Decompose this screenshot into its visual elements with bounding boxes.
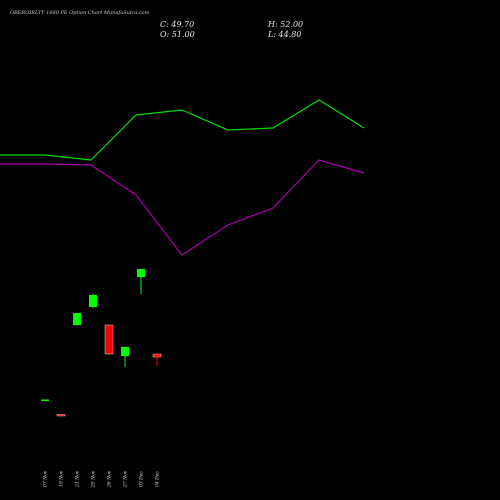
x-tick-label: 25 Nov [91,470,97,488]
x-tick-label: 26 Nov [107,470,113,488]
candle-body [73,313,81,325]
low-value: L: 44.80 [268,30,302,39]
x-tick-label: 21 Nov [75,470,81,488]
chart-title: OBEROIRLTY 1680 PE Option Chart MunafaSu… [10,10,150,16]
x-tick-label: 04 Dec [155,471,161,487]
x-tick-label: 19 Nov [59,470,65,487]
open-value: O: 51.00 [160,30,195,39]
upper-line-series [0,99,365,161]
x-tick-label: 07 Nov [43,470,49,487]
x-tick-label: 27 Nov [123,470,129,488]
close-value: C: 49.70 [160,20,195,29]
high-value: H: 52.00 [268,20,304,29]
candle-body [137,269,145,277]
candle-body [89,295,97,307]
candle-body [104,324,114,355]
candle-body [152,353,162,358]
candle-body [121,347,129,356]
candle-body [41,399,49,401]
x-tick-label: 03 Dec [139,471,145,487]
candle-body [56,414,66,417]
lower-line-series [0,159,365,256]
